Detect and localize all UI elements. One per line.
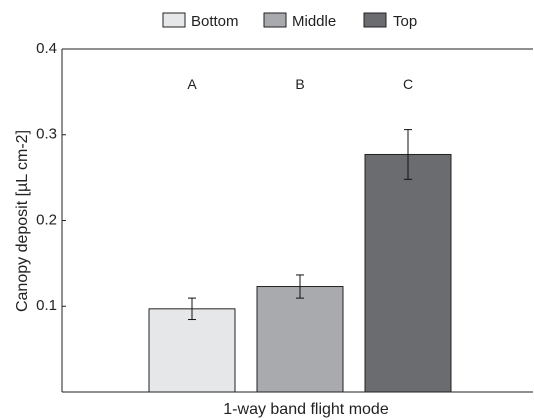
y-axis-title: Canopy deposit [µL cm-2] [14,130,31,312]
bars [148,153,452,393]
legend-label-middle: Middle [292,13,336,30]
group-letter-top: C [403,76,413,92]
x-axis-title: 1-way band flight mode [223,401,389,418]
legend-swatch-bottom [162,12,186,28]
y-tick-label-0-2: 0.2 [36,211,57,228]
y-tick-label-0-4: 0.4 [36,40,57,57]
bar-top [364,153,452,393]
y-tick-label-0-3: 0.3 [36,126,57,143]
legend: Bottom Middle Top [162,12,417,30]
group-letter-middle: B [295,76,304,92]
error-bars [188,129,412,321]
group-letter-bottom: A [187,76,197,92]
group-letters: A B C [187,76,413,92]
y-ticks: 0.1 0.2 0.3 0.4 [36,40,66,314]
y-tick-label-0-1: 0.1 [36,297,57,314]
legend-swatch-top [363,12,387,28]
bar-bottom [148,308,236,393]
bar-middle [256,286,344,393]
legend-label-bottom: Bottom [191,13,239,30]
legend-label-top: Top [393,13,417,30]
legend-swatch-middle [263,12,287,28]
